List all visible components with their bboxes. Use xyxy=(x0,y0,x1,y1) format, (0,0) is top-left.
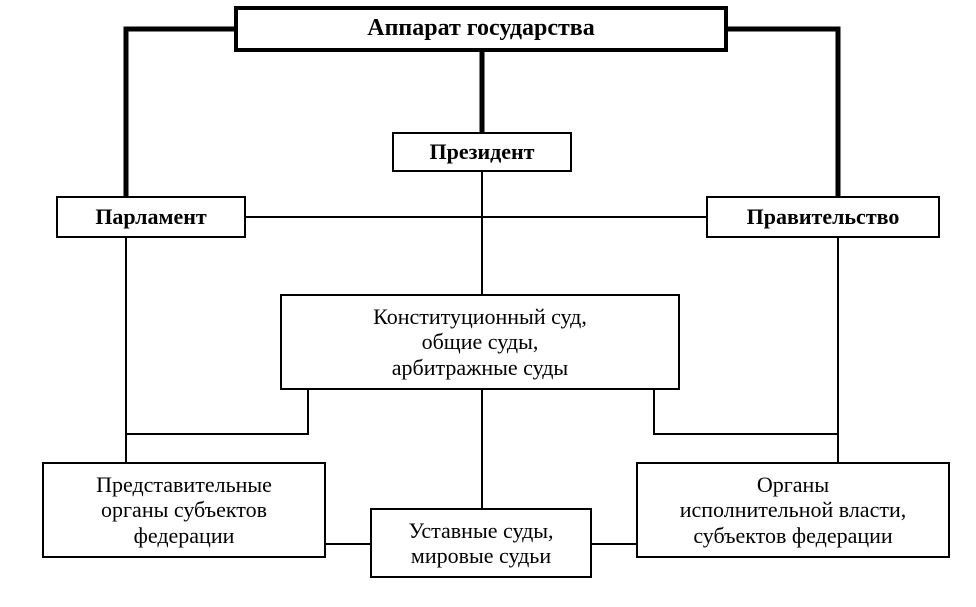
node-parliament: Парламент xyxy=(56,196,246,238)
node-courts_bottom-label: Уставные суды, мировые судьи xyxy=(402,518,559,569)
node-apparatus: Аппарат государства xyxy=(234,6,728,52)
node-exec_bodies-label: Органы исполнительной власти, субъектов … xyxy=(674,472,912,548)
node-parliament-label: Парламент xyxy=(89,204,212,229)
node-exec_bodies: Органы исполнительной власти, субъектов … xyxy=(636,462,950,558)
node-rep_bodies-label: Представительные органы субъектов федера… xyxy=(90,472,278,548)
node-government-label: Правительство xyxy=(741,204,906,229)
node-president: Президент xyxy=(392,132,572,172)
edge xyxy=(654,390,838,434)
node-courts_bottom: Уставные суды, мировые судьи xyxy=(370,508,592,578)
diagram-stage: Аппарат государства Президент Парламент Пра… xyxy=(0,0,976,607)
node-courts_top-label: Конституционный суд, общие суды, арбитра… xyxy=(367,304,593,380)
node-apparatus-label: Аппарат государства xyxy=(361,15,601,43)
edge xyxy=(126,29,234,196)
node-president-label: Президент xyxy=(423,139,540,164)
node-government: Правительство xyxy=(706,196,940,238)
node-courts_top: Конституционный суд, общие суды, арбитра… xyxy=(280,294,680,390)
node-rep_bodies: Представительные органы субъектов федера… xyxy=(42,462,326,558)
edge xyxy=(728,29,838,196)
edge xyxy=(126,390,308,434)
